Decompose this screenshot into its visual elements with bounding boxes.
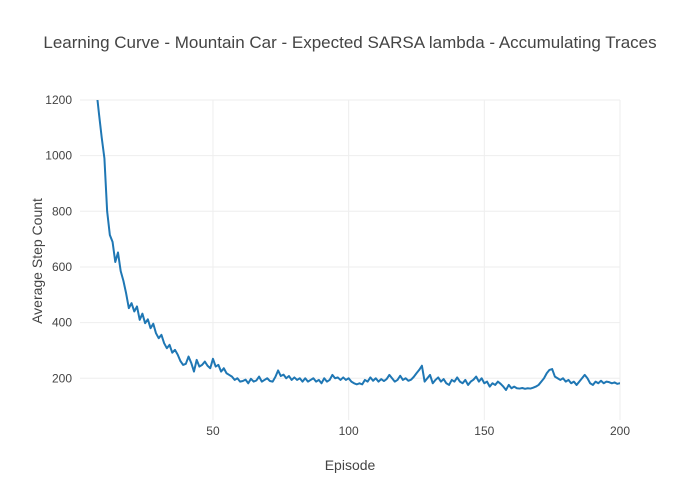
- y-tick-label: 200: [52, 371, 72, 385]
- y-tick-label: 1200: [45, 93, 72, 107]
- y-axis-title: Average Step Count: [29, 198, 45, 324]
- x-tick-label: 150: [474, 424, 494, 438]
- y-tick-label: 400: [52, 316, 72, 330]
- x-axis-title: Episode: [324, 457, 376, 473]
- y-tick-label: 600: [52, 260, 72, 274]
- x-tick-label: 100: [339, 424, 359, 438]
- y-tick-label: 800: [52, 204, 72, 218]
- chart-title: Learning Curve - Mountain Car - Expected…: [43, 33, 657, 52]
- x-tick-label: 200: [610, 424, 630, 438]
- y-tick-label: 1000: [45, 149, 72, 163]
- learning-curve-line: [96, 100, 620, 391]
- x-tick-label: 50: [206, 424, 220, 438]
